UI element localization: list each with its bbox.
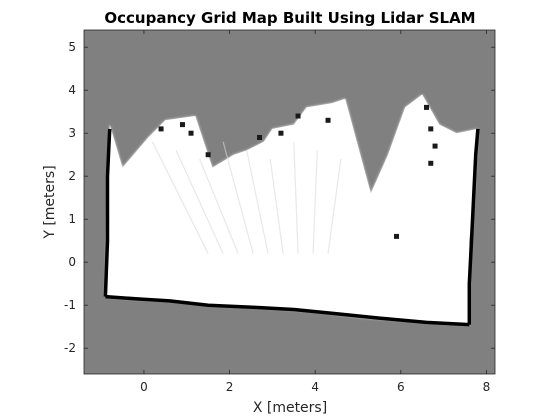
x-tick-label: 4: [311, 380, 319, 394]
y-tick-label: -2: [64, 341, 76, 355]
obstacle-cell: [432, 143, 438, 149]
free-region: [105, 94, 478, 325]
ray-streak: [246, 150, 269, 254]
obstacle-cell: [179, 122, 185, 128]
wall-segment: [467, 128, 480, 325]
ray-streak: [151, 141, 209, 254]
y-tick-label: 5: [68, 40, 76, 54]
ray-streak: [199, 158, 239, 254]
wall-segment: [103, 128, 112, 297]
obstacle-cell: [295, 113, 301, 119]
y-tick-label: 0: [68, 255, 76, 269]
obstacle-cell: [158, 126, 164, 132]
obstacle-cell: [325, 117, 331, 123]
y-tick-label: 2: [68, 169, 76, 183]
y-tick-label: -1: [64, 298, 76, 312]
ray-streak: [269, 158, 284, 254]
x-tick-label: 8: [483, 380, 491, 394]
y-tick-label: 1: [68, 212, 76, 226]
obstacle-cell: [394, 233, 400, 239]
ray-streak: [222, 141, 254, 254]
ray-streak: [175, 150, 224, 254]
x-tick-label: 6: [397, 380, 405, 394]
x-axis: 0 2 4 6 8: [140, 30, 490, 394]
obstacle-cell: [428, 160, 434, 166]
obstacle-cell: [188, 130, 194, 136]
obstacle-cell: [205, 152, 211, 158]
x-axis-label: X [meters]: [253, 400, 327, 416]
y-axis-label: Y [meters]: [42, 165, 58, 239]
obstacle-cell: [424, 104, 429, 110]
x-tick-label: 2: [226, 380, 234, 394]
ray-streak: [293, 141, 299, 254]
y-tick-label: 3: [68, 126, 76, 140]
y-axis: -2 -1 0 1 2 3 4 5: [64, 40, 495, 355]
y-tick-label: 4: [68, 83, 76, 97]
x-tick-label: 0: [140, 380, 148, 394]
axes-box: [83, 29, 496, 375]
ray-streak: [312, 150, 318, 254]
obstacle-cell: [278, 130, 284, 136]
obstacle-cell: [428, 126, 434, 132]
obstacle-cell: [257, 135, 263, 140]
ray-streak: [327, 158, 342, 254]
plot-area: [83, 29, 496, 375]
chart-title: Occupancy Grid Map Built Using Lidar SLA…: [104, 9, 475, 27]
wall-segment: [105, 294, 470, 327]
